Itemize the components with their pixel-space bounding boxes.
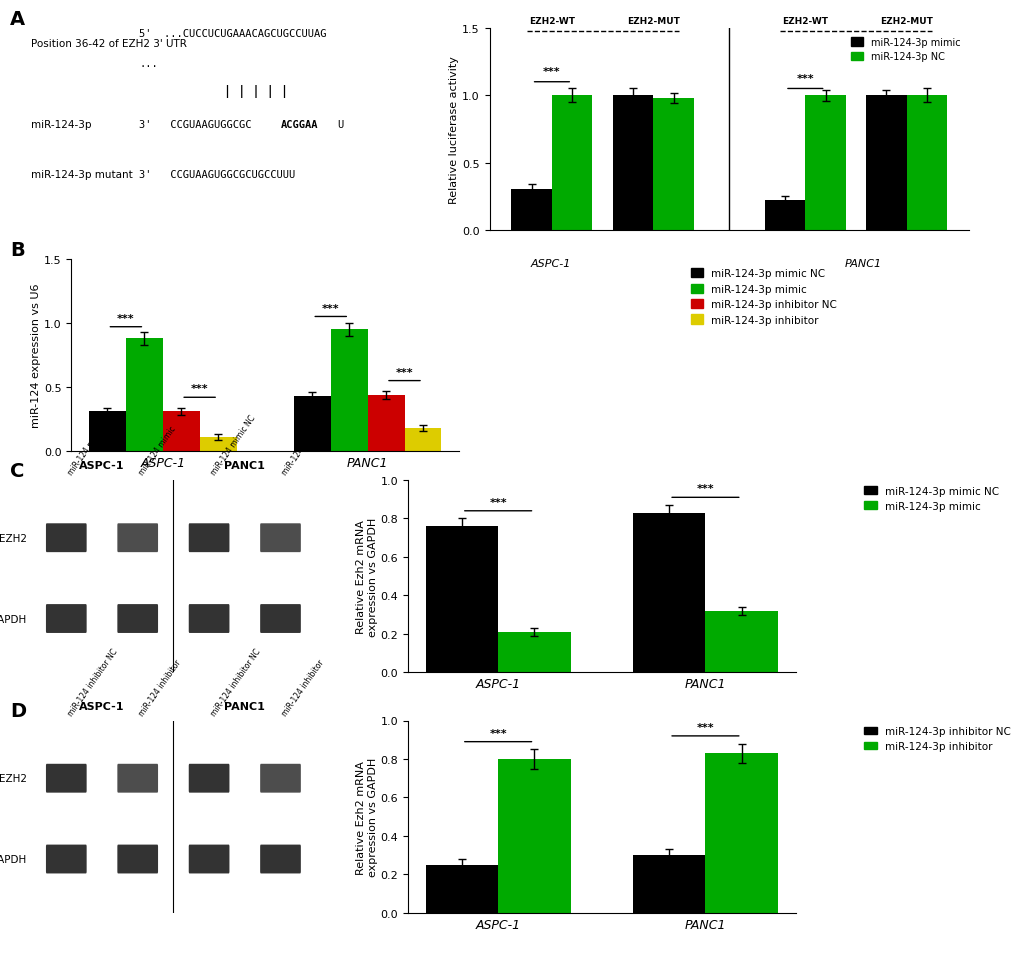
Text: D: D — [10, 702, 26, 721]
Text: EZH2: EZH2 — [0, 533, 26, 543]
Bar — [293, 397, 330, 452]
Text: ASPC-1: ASPC-1 — [79, 461, 124, 471]
FancyBboxPatch shape — [117, 764, 158, 793]
Text: PANC1: PANC1 — [224, 702, 265, 711]
Text: ***: *** — [796, 74, 813, 84]
Bar — [551, 96, 592, 231]
Text: U: U — [336, 120, 342, 130]
Bar — [367, 395, 405, 452]
FancyBboxPatch shape — [260, 764, 301, 793]
FancyBboxPatch shape — [46, 845, 87, 874]
Bar — [705, 611, 777, 673]
Bar — [805, 96, 845, 231]
Text: PANC1: PANC1 — [844, 259, 881, 269]
Text: ***: *** — [117, 313, 135, 324]
Bar — [632, 513, 705, 673]
Text: EZH2-MUT: EZH2-MUT — [627, 17, 679, 26]
Text: EZH2-WT: EZH2-WT — [782, 17, 827, 26]
FancyBboxPatch shape — [189, 524, 229, 553]
Legend: miR-124-3p inhibitor NC, miR-124-3p inhibitor: miR-124-3p inhibitor NC, miR-124-3p inhi… — [859, 722, 1014, 755]
Text: miR-124 mimic: miR-124 mimic — [280, 425, 321, 477]
Text: 3'   CCGUAAGUGGCGCUGCCUUU: 3' CCGUAAGUGGCGCUGCCUUU — [139, 170, 296, 180]
Bar — [330, 330, 367, 452]
FancyBboxPatch shape — [189, 764, 229, 793]
Bar — [497, 632, 571, 673]
Bar — [425, 527, 497, 673]
Text: 3'   CCGUAAGUGGCGC: 3' CCGUAAGUGGCGC — [139, 120, 252, 130]
Y-axis label: Relative luciferase activity: Relative luciferase activity — [449, 56, 459, 204]
Bar — [632, 855, 705, 913]
Text: ASPC-1: ASPC-1 — [79, 702, 124, 711]
Text: miR-124 mimic NC: miR-124 mimic NC — [66, 413, 114, 477]
Text: A: A — [10, 10, 25, 29]
Bar — [405, 429, 441, 452]
Bar — [764, 201, 805, 231]
Text: GAPDH: GAPDH — [0, 614, 26, 624]
Text: ***: *** — [191, 384, 208, 394]
FancyBboxPatch shape — [46, 524, 87, 553]
FancyBboxPatch shape — [117, 524, 158, 553]
FancyBboxPatch shape — [189, 845, 229, 874]
Text: ***: *** — [322, 304, 339, 313]
Bar — [497, 759, 571, 913]
Bar — [612, 96, 652, 231]
Y-axis label: miR-124 expression vs U6: miR-124 expression vs U6 — [32, 283, 41, 428]
Text: miR-124-3p: miR-124-3p — [31, 120, 91, 130]
Text: PANC1: PANC1 — [224, 461, 265, 471]
Legend: miR-124-3p mimic NC, miR-124-3p mimic, miR-124-3p inhibitor NC, miR-124-3p inhib: miR-124-3p mimic NC, miR-124-3p mimic, m… — [686, 264, 841, 330]
Bar — [865, 96, 906, 231]
Text: ***: *** — [696, 484, 713, 494]
FancyBboxPatch shape — [260, 604, 301, 633]
Text: ***: *** — [542, 67, 560, 77]
Text: miR-124 mimic: miR-124 mimic — [138, 425, 178, 477]
Text: Position 36-42 of EZH2 3' UTR: Position 36-42 of EZH2 3' UTR — [31, 39, 186, 49]
Text: ***: *** — [489, 728, 506, 738]
Y-axis label: Relative Ezh2 mRNA
expression vs GAPDH: Relative Ezh2 mRNA expression vs GAPDH — [356, 517, 377, 636]
Text: B: B — [10, 240, 24, 259]
Text: ASPC-1: ASPC-1 — [531, 259, 571, 269]
Text: miR-124-3p mutant: miR-124-3p mutant — [31, 170, 132, 180]
Bar — [125, 339, 163, 452]
Text: miR-124 inhibitor NC: miR-124 inhibitor NC — [209, 647, 262, 717]
Legend: miR-124-3p mimic, miR-124-3p NC: miR-124-3p mimic, miR-124-3p NC — [847, 34, 963, 66]
Text: miR-124 inhibitor: miR-124 inhibitor — [280, 657, 326, 717]
FancyBboxPatch shape — [46, 764, 87, 793]
Bar — [425, 865, 497, 913]
Text: | | | | |: | | | | | — [224, 86, 288, 98]
Text: EZH2: EZH2 — [0, 774, 26, 783]
Bar — [511, 190, 551, 231]
FancyBboxPatch shape — [189, 604, 229, 633]
Bar — [652, 99, 693, 231]
FancyBboxPatch shape — [117, 604, 158, 633]
Bar — [200, 437, 236, 452]
Text: miR-124 mimic NC: miR-124 mimic NC — [209, 413, 257, 477]
FancyBboxPatch shape — [260, 524, 301, 553]
Text: EZH2-MUT: EZH2-MUT — [879, 17, 932, 26]
FancyBboxPatch shape — [117, 845, 158, 874]
Y-axis label: Relative Ezh2 mRNA
expression vs GAPDH: Relative Ezh2 mRNA expression vs GAPDH — [356, 757, 377, 876]
Text: ***: *** — [395, 367, 413, 378]
Text: 5'  ...CUCCUCUGAAACAGCUGCCUUAG: 5' ...CUCCUCUGAAACAGCUGCCUUAG — [139, 29, 326, 38]
Text: ***: *** — [696, 723, 713, 732]
Text: EZH2-WT: EZH2-WT — [529, 17, 575, 26]
Bar — [163, 412, 200, 452]
Text: C: C — [10, 461, 24, 480]
Bar — [705, 753, 777, 913]
FancyBboxPatch shape — [46, 604, 87, 633]
Bar — [906, 96, 947, 231]
Text: ACGGAA: ACGGAA — [280, 120, 318, 130]
FancyBboxPatch shape — [260, 845, 301, 874]
Text: GAPDH: GAPDH — [0, 854, 26, 864]
Legend: miR-124-3p mimic NC, miR-124-3p mimic: miR-124-3p mimic NC, miR-124-3p mimic — [859, 481, 1003, 515]
Text: ...: ... — [139, 60, 158, 69]
Text: miR-124 inhibitor: miR-124 inhibitor — [138, 657, 183, 717]
Bar — [89, 412, 125, 452]
Text: ***: *** — [489, 498, 506, 507]
Text: miR-124 inhibitor NC: miR-124 inhibitor NC — [66, 647, 119, 717]
